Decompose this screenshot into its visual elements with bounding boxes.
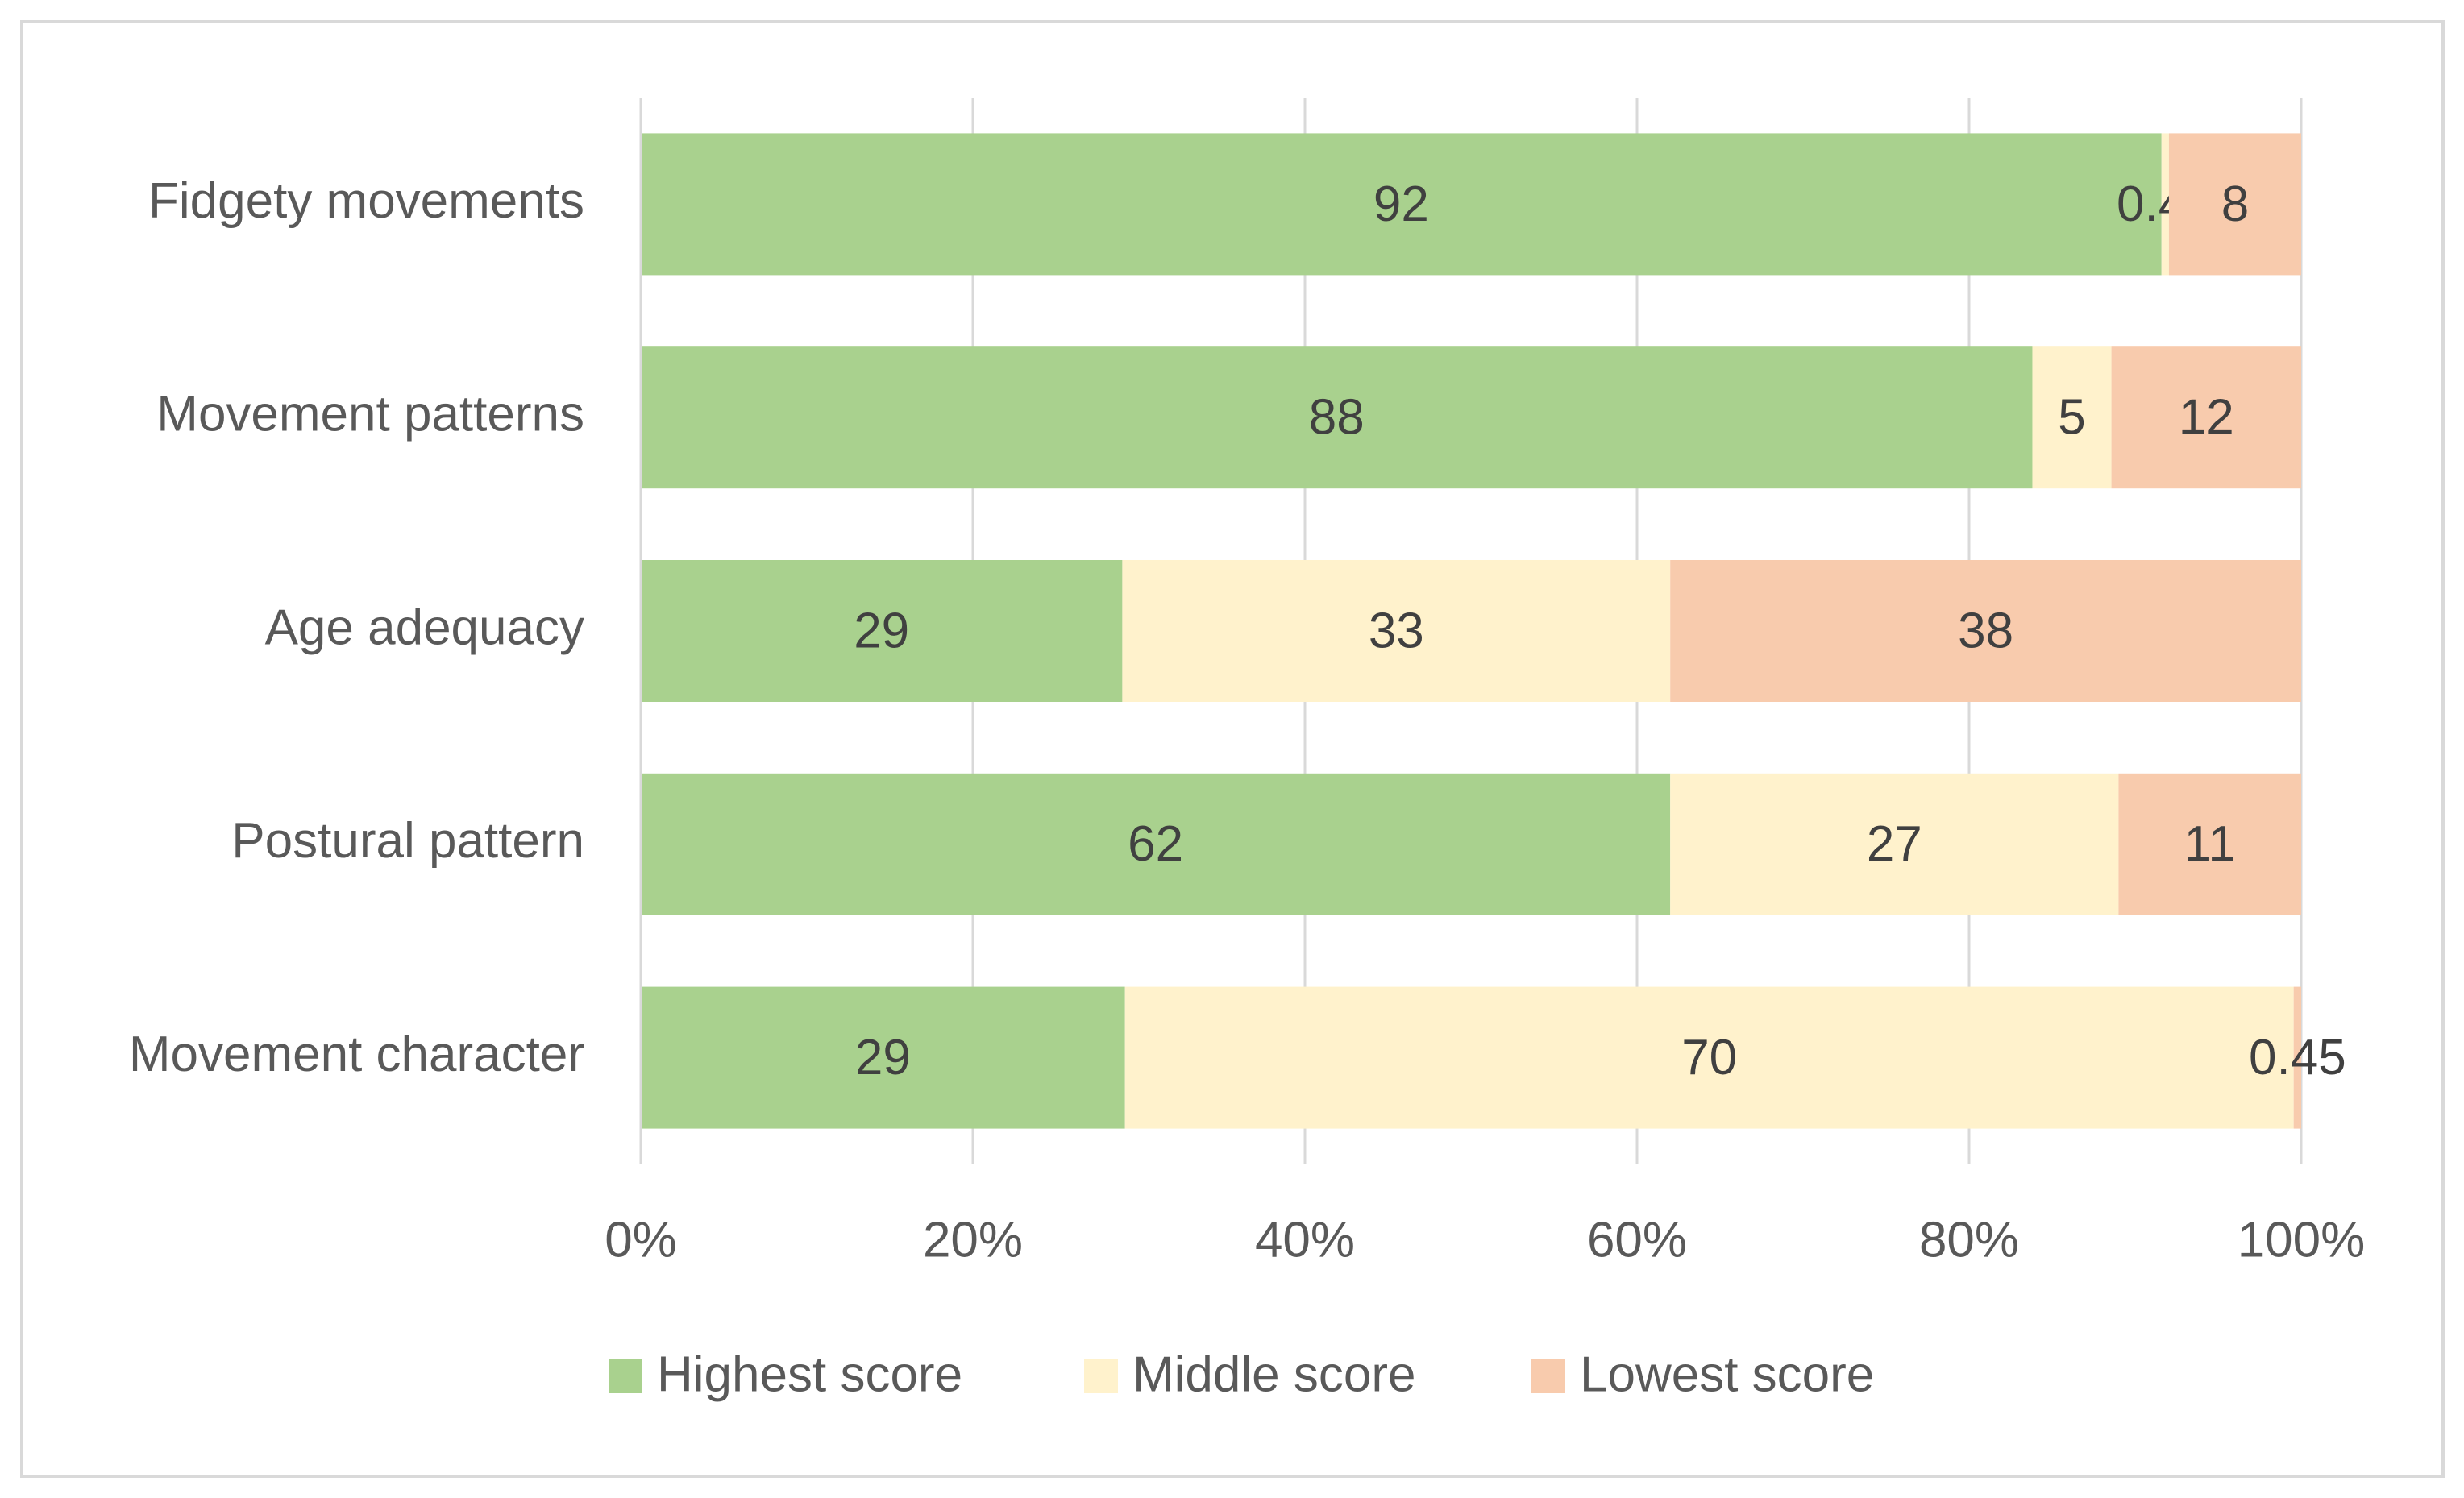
bar-segment bbox=[641, 346, 2033, 489]
x-tick-label: 40% bbox=[1255, 1212, 1355, 1268]
bar-segment bbox=[641, 133, 2162, 276]
data-label: 11 bbox=[2184, 816, 2236, 872]
x-tick-label: 100% bbox=[2238, 1212, 2366, 1268]
data-label: 29 bbox=[855, 1030, 911, 1085]
data-label: 8 bbox=[2221, 176, 2249, 232]
data-label: 88 bbox=[1309, 390, 1365, 446]
bar-segment bbox=[641, 986, 1125, 1129]
legend-label: Middle score bbox=[1132, 1347, 1415, 1402]
y-tick-label: Age adequacy bbox=[265, 600, 584, 655]
bar-segment bbox=[1124, 986, 2294, 1129]
bar-segment bbox=[1122, 560, 1671, 702]
y-tick-label: Movement character bbox=[129, 1027, 584, 1082]
data-label: 5 bbox=[2058, 390, 2085, 446]
bar-segment bbox=[2118, 773, 2301, 915]
bar-segment bbox=[2293, 986, 2301, 1129]
bar-segment bbox=[1670, 560, 2301, 702]
data-label: 33 bbox=[1369, 603, 1424, 658]
bar-segment bbox=[2111, 346, 2301, 489]
data-label: 92 bbox=[1373, 176, 1429, 232]
bar-segment bbox=[2161, 133, 2169, 276]
y-tick-label: Fidgety movements bbox=[148, 173, 584, 229]
x-tick-label: 0% bbox=[605, 1212, 677, 1268]
bar-segment bbox=[1670, 773, 2119, 915]
legend-swatch bbox=[609, 1359, 642, 1393]
data-label: 29 bbox=[854, 603, 909, 658]
bar-segment bbox=[641, 560, 1123, 702]
legend-label: Highest score bbox=[657, 1347, 962, 1402]
x-tick-label: 60% bbox=[1587, 1212, 1687, 1268]
bar-segment bbox=[641, 773, 1671, 915]
data-label: 0.45 bbox=[2249, 1030, 2346, 1085]
bar-segment bbox=[2168, 133, 2301, 276]
x-tick-label: 20% bbox=[923, 1212, 1023, 1268]
y-tick-label: Postural pattern bbox=[231, 813, 584, 869]
data-label: 62 bbox=[1128, 816, 1183, 872]
data-label: 38 bbox=[1958, 603, 2013, 658]
bar-segment bbox=[2032, 346, 2112, 489]
legend-label: Lowest score bbox=[1580, 1347, 1874, 1402]
data-label: 12 bbox=[2179, 390, 2234, 446]
data-label: 70 bbox=[1681, 1030, 1737, 1085]
legend-swatch bbox=[1084, 1359, 1118, 1393]
data-label: 27 bbox=[1867, 816, 1922, 872]
y-tick-label: Movement patterns bbox=[156, 387, 584, 442]
x-tick-label: 80% bbox=[1919, 1212, 2019, 1268]
legend-swatch bbox=[1531, 1359, 1565, 1393]
